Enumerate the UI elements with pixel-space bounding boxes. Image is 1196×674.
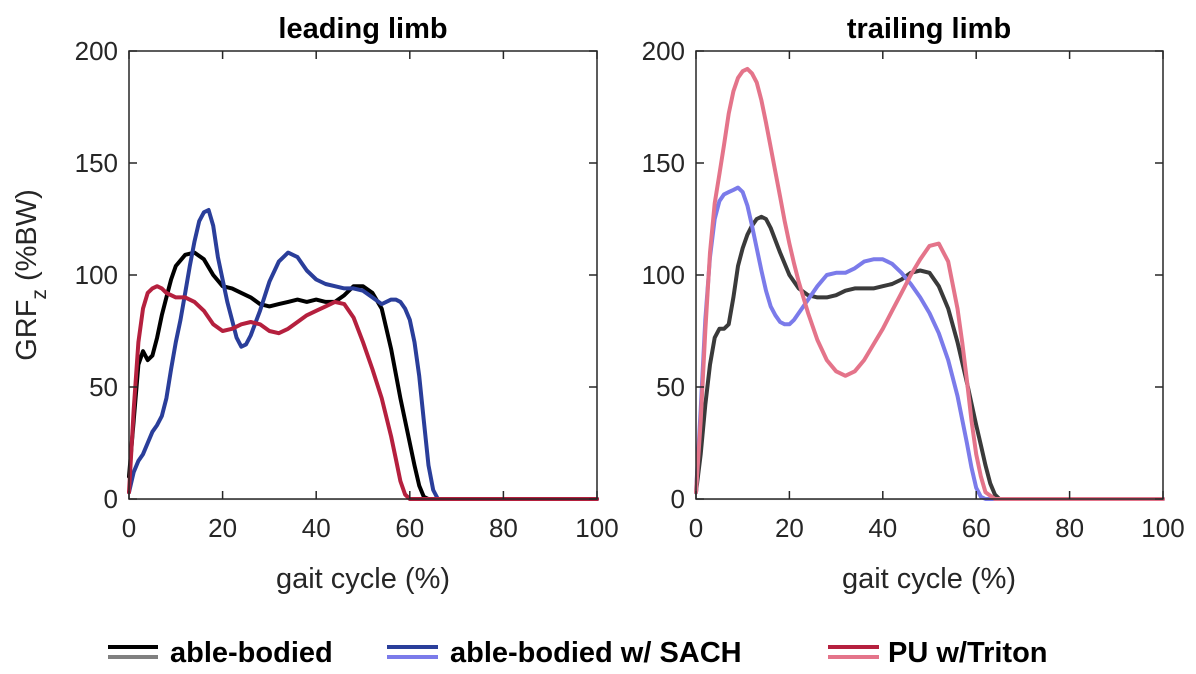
series-line-leading-able-bodied-w-sach (127, 208, 599, 501)
tick-group-trailing: 0 20 40 60 80 100 0 50 100 150 200 (642, 36, 1185, 543)
x-tick-label: 0 (122, 513, 136, 543)
x-axis-title-leading: gait cycle (%) (276, 563, 450, 595)
y-tick-label: 200 (642, 36, 685, 66)
x-tick-label: 40 (868, 513, 897, 543)
panel-title-leading: leading limb (278, 13, 447, 45)
x-tick-label: 80 (489, 513, 518, 543)
legend: able-bodied able-bodied w/ SACH PU w/Tri… (108, 637, 1048, 669)
x-tick-label: 20 (775, 513, 804, 543)
series-line-trailing-able-bodied (694, 214, 1165, 501)
y-tick-label: 0 (671, 484, 685, 514)
series-group-leading (127, 208, 599, 501)
y-tick-label: 50 (656, 372, 685, 402)
x-tick-label: 20 (208, 513, 237, 543)
tick-group-leading: 0 20 40 60 80 100 0 50 100 150 200 (75, 36, 619, 543)
y-tick-label: 100 (642, 260, 685, 290)
series-line-trailing-pu-w-triton (694, 66, 1165, 501)
legend-label-triton: PU w/Triton (888, 637, 1048, 669)
y-tick-label: 150 (642, 148, 685, 178)
x-axis-title-trailing: gait cycle (%) (842, 563, 1016, 595)
legend-entry-sach: able-bodied w/ SACH (387, 637, 742, 669)
series-line-leading-able-bodied (127, 250, 599, 501)
legend-entry-able-bodied: able-bodied (108, 637, 333, 669)
x-tick-label: 100 (1141, 513, 1184, 543)
x-tick-label: 100 (575, 513, 618, 543)
series-line-leading-pu-w-triton (127, 284, 599, 501)
y-axis-title-unit: (%BW) (11, 189, 43, 289)
legend-label-sach: able-bodied w/ SACH (450, 637, 742, 669)
y-tick-label: 150 (75, 148, 118, 178)
legend-label-able-bodied: able-bodied (170, 637, 333, 669)
y-axis-title-subscript: z (28, 289, 51, 300)
legend-entry-triton: PU w/Triton (828, 637, 1048, 669)
y-tick-label: 100 (75, 260, 118, 290)
panel-trailing-limb: trailing limb 0 20 40 60 80 100 0 50 100 150 200 g… (642, 13, 1185, 595)
panel-leading-limb: leading limb 0 20 40 60 80 100 0 50 100 150 200 ga… (11, 13, 619, 595)
y-axis-title-main: GRF (11, 300, 43, 361)
y-axis-title: GRFz (%BW) (11, 189, 51, 361)
y-tick-label: 0 (104, 484, 118, 514)
y-tick-label: 50 (89, 372, 118, 402)
x-tick-label: 80 (1055, 513, 1084, 543)
x-tick-label: 60 (962, 513, 991, 543)
y-tick-label: 200 (75, 36, 118, 66)
x-tick-label: 40 (302, 513, 331, 543)
x-tick-label: 60 (395, 513, 424, 543)
x-tick-label: 0 (689, 513, 703, 543)
panel-title-trailing: trailing limb (847, 13, 1011, 45)
